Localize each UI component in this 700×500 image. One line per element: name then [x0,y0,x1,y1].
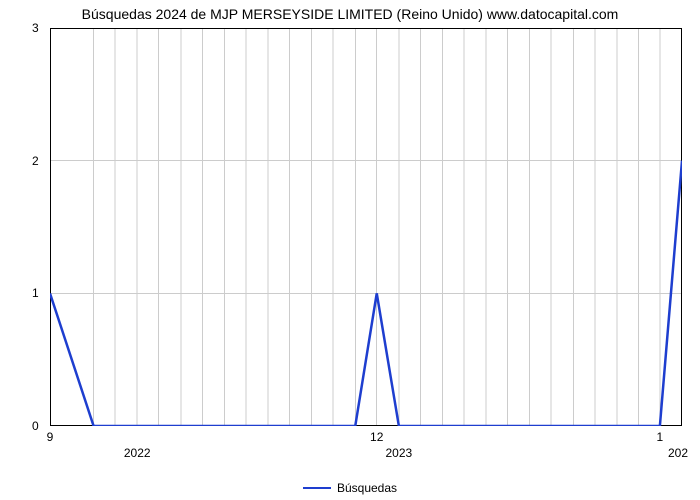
x-year-label: 2022 [124,446,151,460]
x-year-label: 2023 [386,446,413,460]
chart-plot-area [50,28,682,426]
chart-title: Búsquedas 2024 de MJP MERSEYSIDE LIMITED… [0,6,700,22]
y-tick-label: 3 [32,21,39,35]
y-tick-label: 0 [32,419,39,433]
x-year-label: 202 [668,446,688,460]
x-tick-label: 1 [657,430,664,444]
legend-swatch [303,487,331,489]
y-tick-label: 1 [32,286,39,300]
chart-legend: Búsquedas [0,476,700,495]
legend-item: Búsquedas [303,481,397,495]
x-tick-label: 12 [370,430,383,444]
x-tick-label: 9 [47,430,54,444]
chart-container: Búsquedas 2024 de MJP MERSEYSIDE LIMITED… [0,0,700,500]
legend-label: Búsquedas [337,481,397,495]
y-tick-label: 2 [32,154,39,168]
